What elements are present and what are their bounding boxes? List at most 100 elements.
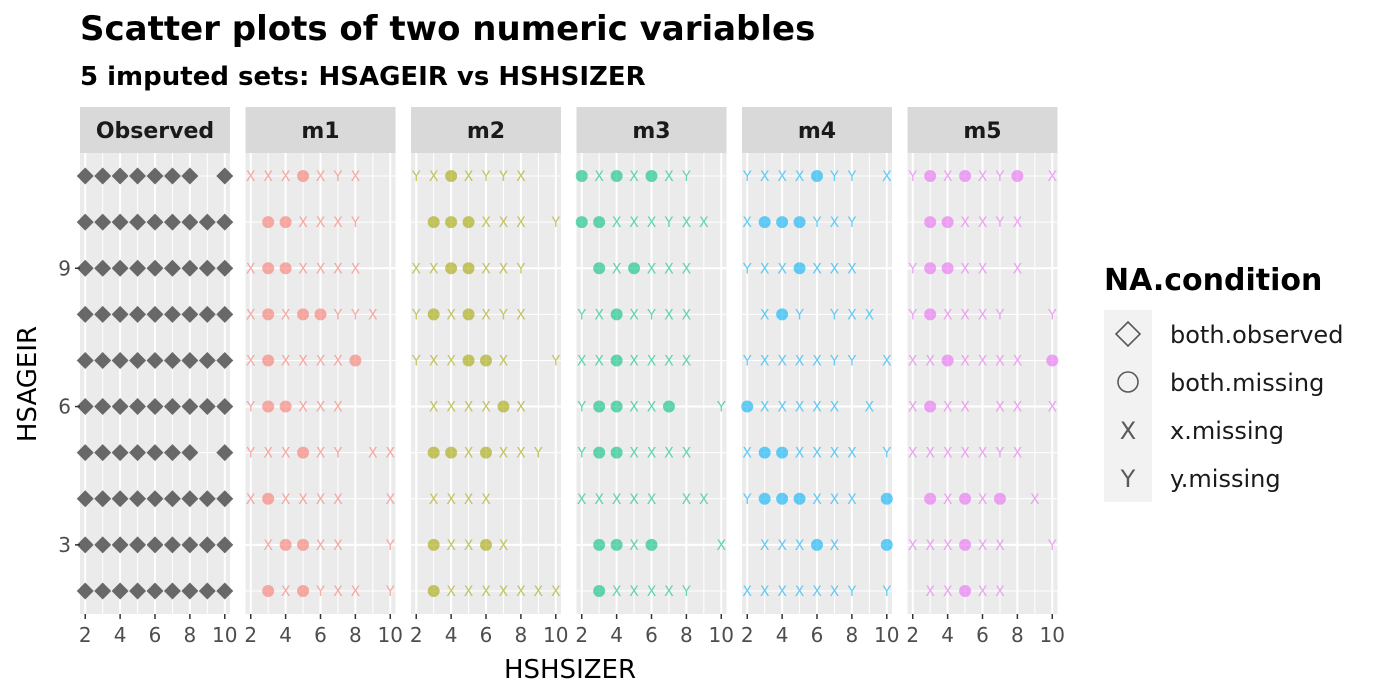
data-point-observed [76, 398, 94, 416]
data-point-both-missing [314, 308, 327, 321]
data-point-y-missing: Y [333, 169, 343, 185]
data-point-observed [163, 398, 181, 416]
data-point-x-missing: X [481, 400, 491, 416]
data-point-x-missing: X [411, 261, 421, 277]
data-point-both-missing [610, 354, 623, 367]
data-point-x-missing: X [647, 261, 657, 277]
data-point-both-missing [462, 354, 475, 367]
data-point-both-missing [427, 308, 440, 321]
data-point-x-missing: X [316, 538, 326, 554]
data-point-both-missing [880, 492, 893, 505]
data-point-observed [146, 351, 164, 369]
data-point-observed [146, 444, 164, 462]
facet-strip [80, 107, 230, 153]
x-tick-label: 10 [378, 623, 403, 647]
facet-strip-label: m5 [963, 119, 1001, 144]
data-point-x-missing: X [664, 584, 674, 600]
data-point-observed [216, 305, 234, 323]
data-point-y-missing: Y [847, 353, 857, 369]
data-point-x-missing: X [699, 215, 709, 231]
data-point-x-missing: X [429, 400, 439, 416]
data-point-observed [216, 259, 234, 277]
data-point-x-missing: X [534, 584, 544, 600]
data-point-both-missing [793, 262, 806, 275]
data-point-x-missing: X [429, 353, 439, 369]
data-point-observed [181, 490, 199, 508]
data-point-x-missing: X [795, 353, 805, 369]
data-point-observed [94, 167, 112, 185]
data-point-x-missing: X [943, 446, 953, 462]
data-point-both-missing [279, 400, 292, 413]
data-point-y-missing: Y [847, 215, 857, 231]
data-point-both-missing [1046, 354, 1059, 367]
data-point-observed [216, 351, 234, 369]
legend-symbol-both-missing [1117, 371, 1139, 393]
data-point-both-missing [427, 584, 440, 597]
data-point-both-missing [262, 308, 275, 321]
data-point-observed [111, 213, 129, 231]
data-point-x-missing: X [629, 307, 639, 323]
data-point-y-missing: Y [576, 400, 586, 416]
data-point-x-missing: X [978, 215, 988, 231]
facet-panel-observed: Observed 2 4 6 8 10 [76, 107, 237, 647]
data-point-both-missing [741, 400, 754, 413]
data-point-x-missing: X [316, 353, 326, 369]
data-point-both-missing [924, 262, 937, 275]
data-point-x-missing: X [682, 353, 692, 369]
data-point-observed [129, 444, 147, 462]
data-point-x-missing: X [516, 446, 526, 462]
data-point-y-missing: Y [742, 169, 752, 185]
data-point-x-missing: X [481, 215, 491, 231]
x-tick-label: 6 [645, 623, 658, 647]
data-point-x-missing: X [995, 400, 1005, 416]
data-point-x-missing: X [908, 446, 918, 462]
data-point-observed [76, 536, 94, 554]
data-point-x-missing: X [830, 215, 840, 231]
data-point-x-missing: X [995, 584, 1005, 600]
data-point-x-missing: X [446, 492, 456, 508]
legend-symbol-x-missing: X [1120, 417, 1136, 445]
data-point-both-missing [349, 354, 362, 367]
x-tick-label: 6 [811, 623, 824, 647]
data-point-x-missing: X [830, 538, 840, 554]
data-point-both-missing [793, 492, 806, 505]
data-point-x-missing: X [629, 169, 639, 185]
data-point-x-missing: X [316, 400, 326, 416]
data-point-y-missing: Y [794, 307, 804, 323]
x-tick-label: 2 [906, 623, 919, 647]
data-point-y-missing: Y [385, 584, 395, 600]
data-point-x-missing: X [429, 169, 439, 185]
data-point-both-missing [445, 446, 458, 459]
data-point-x-missing: X [664, 169, 674, 185]
data-point-observed [146, 536, 164, 554]
data-point-y-missing: Y [881, 446, 891, 462]
data-point-observed [111, 351, 129, 369]
data-point-x-missing: X [777, 584, 787, 600]
data-point-both-missing [593, 584, 606, 597]
data-point-x-missing: X [830, 261, 840, 277]
legend-label: both.observed [1170, 321, 1343, 349]
data-point-x-missing: X [760, 169, 770, 185]
legend-title: NA.condition [1104, 263, 1322, 298]
data-point-observed [111, 490, 129, 508]
data-point-observed [181, 351, 199, 369]
data-point-y-missing: Y [516, 261, 526, 277]
x-tick-label: 8 [515, 623, 528, 647]
data-point-both-missing [924, 492, 937, 505]
data-point-x-missing: X [795, 538, 805, 554]
data-point-x-missing: X [682, 446, 692, 462]
data-point-both-missing [811, 538, 823, 551]
data-point-x-missing: X [246, 307, 256, 323]
legend-label: both.missing [1170, 369, 1324, 397]
data-point-observed [216, 398, 234, 416]
data-point-x-missing: X [629, 446, 639, 462]
facet-panel-m1: m1X X X X Y XX X X YX X X X XX X Y Y XX X X X XY X X XY X X X Y X XX X… [244, 107, 403, 647]
data-point-x-missing: X [594, 492, 604, 508]
data-point-x-missing: X [664, 446, 674, 462]
data-point-observed [129, 536, 147, 554]
data-point-x-missing: X [830, 446, 840, 462]
data-point-x-missing: X [960, 400, 970, 416]
data-point-x-missing: X [333, 353, 343, 369]
data-point-x-missing: X [385, 446, 395, 462]
data-point-both-missing [793, 216, 806, 229]
